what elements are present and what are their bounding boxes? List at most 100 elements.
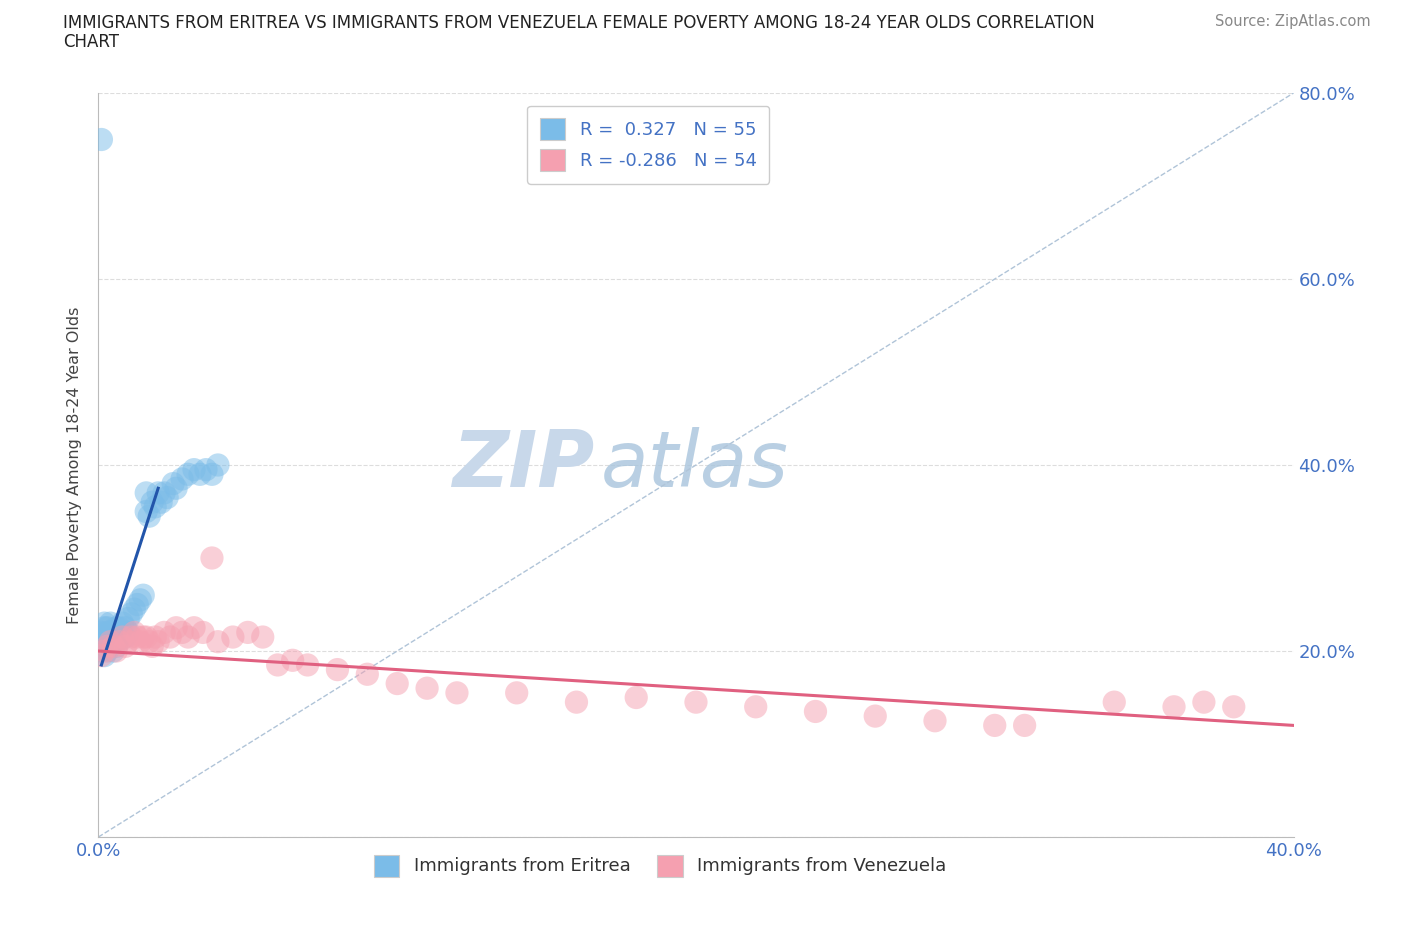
Point — [96, 625, 118, 640]
Point — [120, 630, 142, 644]
Point — [108, 620, 131, 635]
Point — [1014, 718, 1036, 733]
Point — [252, 630, 274, 644]
Point — [103, 625, 125, 640]
Point — [685, 695, 707, 710]
Point — [135, 504, 157, 519]
Point — [96, 620, 118, 635]
Point — [183, 462, 205, 477]
Point — [148, 485, 170, 500]
Point — [114, 639, 136, 654]
Point — [326, 662, 349, 677]
Point — [172, 625, 194, 640]
Point — [90, 648, 112, 663]
Point — [201, 467, 224, 482]
Point — [207, 634, 229, 649]
Point — [98, 616, 122, 631]
Point — [93, 639, 115, 654]
Point — [132, 588, 155, 603]
Text: CHART: CHART — [63, 33, 120, 50]
Point — [267, 658, 290, 672]
Point — [93, 620, 115, 635]
Point — [141, 639, 163, 654]
Point — [114, 620, 136, 635]
Point — [103, 634, 125, 649]
Point — [114, 630, 136, 644]
Point — [117, 611, 139, 626]
Point — [108, 630, 131, 644]
Point — [124, 602, 146, 617]
Point — [105, 630, 128, 644]
Point — [135, 485, 157, 500]
Point — [117, 634, 139, 649]
Point — [1163, 699, 1185, 714]
Point — [117, 625, 139, 640]
Text: IMMIGRANTS FROM ERITREA VS IMMIGRANTS FROM VENEZUELA FEMALE POVERTY AMONG 18-24 : IMMIGRANTS FROM ERITREA VS IMMIGRANTS FR… — [63, 14, 1095, 32]
Point — [984, 718, 1007, 733]
Point — [103, 644, 125, 658]
Point — [188, 467, 211, 482]
Point — [93, 644, 115, 658]
Point — [565, 695, 588, 710]
Point — [135, 630, 157, 644]
Point — [165, 620, 187, 635]
Point — [177, 630, 200, 644]
Point — [141, 495, 163, 510]
Point — [111, 630, 134, 644]
Point — [924, 713, 946, 728]
Point — [93, 630, 115, 644]
Point — [90, 634, 112, 649]
Point — [222, 630, 245, 644]
Point — [127, 597, 149, 612]
Legend: Immigrants from Eritrea, Immigrants from Venezuela: Immigrants from Eritrea, Immigrants from… — [367, 847, 953, 884]
Point — [98, 630, 122, 644]
Point — [804, 704, 827, 719]
Point — [124, 625, 146, 640]
Point — [281, 653, 304, 668]
Point — [183, 620, 205, 635]
Y-axis label: Female Poverty Among 18-24 Year Olds: Female Poverty Among 18-24 Year Olds — [67, 306, 83, 624]
Point — [105, 639, 128, 654]
Point — [132, 630, 155, 644]
Point — [90, 132, 112, 147]
Point — [1223, 699, 1246, 714]
Point — [96, 639, 118, 654]
Point — [120, 606, 142, 621]
Point — [138, 509, 160, 524]
Point — [105, 620, 128, 635]
Point — [191, 625, 214, 640]
Point — [745, 699, 768, 714]
Text: Source: ZipAtlas.com: Source: ZipAtlas.com — [1215, 14, 1371, 29]
Point — [90, 644, 112, 658]
Point — [172, 472, 194, 486]
Point — [129, 634, 152, 649]
Point — [96, 634, 118, 649]
Point — [416, 681, 439, 696]
Point — [108, 634, 131, 649]
Point — [138, 634, 160, 649]
Point — [1104, 695, 1126, 710]
Point — [153, 485, 176, 500]
Point — [105, 644, 128, 658]
Point — [111, 625, 134, 640]
Point — [111, 616, 134, 631]
Point — [162, 476, 184, 491]
Point — [93, 616, 115, 631]
Point — [98, 634, 122, 649]
Point — [506, 685, 529, 700]
Point — [98, 625, 122, 640]
Point — [201, 551, 224, 565]
Text: ZIP: ZIP — [453, 427, 595, 503]
Point — [103, 639, 125, 654]
Point — [127, 630, 149, 644]
Point — [236, 625, 259, 640]
Point — [150, 495, 173, 510]
Point — [159, 630, 181, 644]
Point — [129, 592, 152, 607]
Point — [93, 648, 115, 663]
Point — [177, 467, 200, 482]
Point — [143, 630, 166, 644]
Point — [1192, 695, 1215, 710]
Point — [96, 644, 118, 658]
Point — [385, 676, 409, 691]
